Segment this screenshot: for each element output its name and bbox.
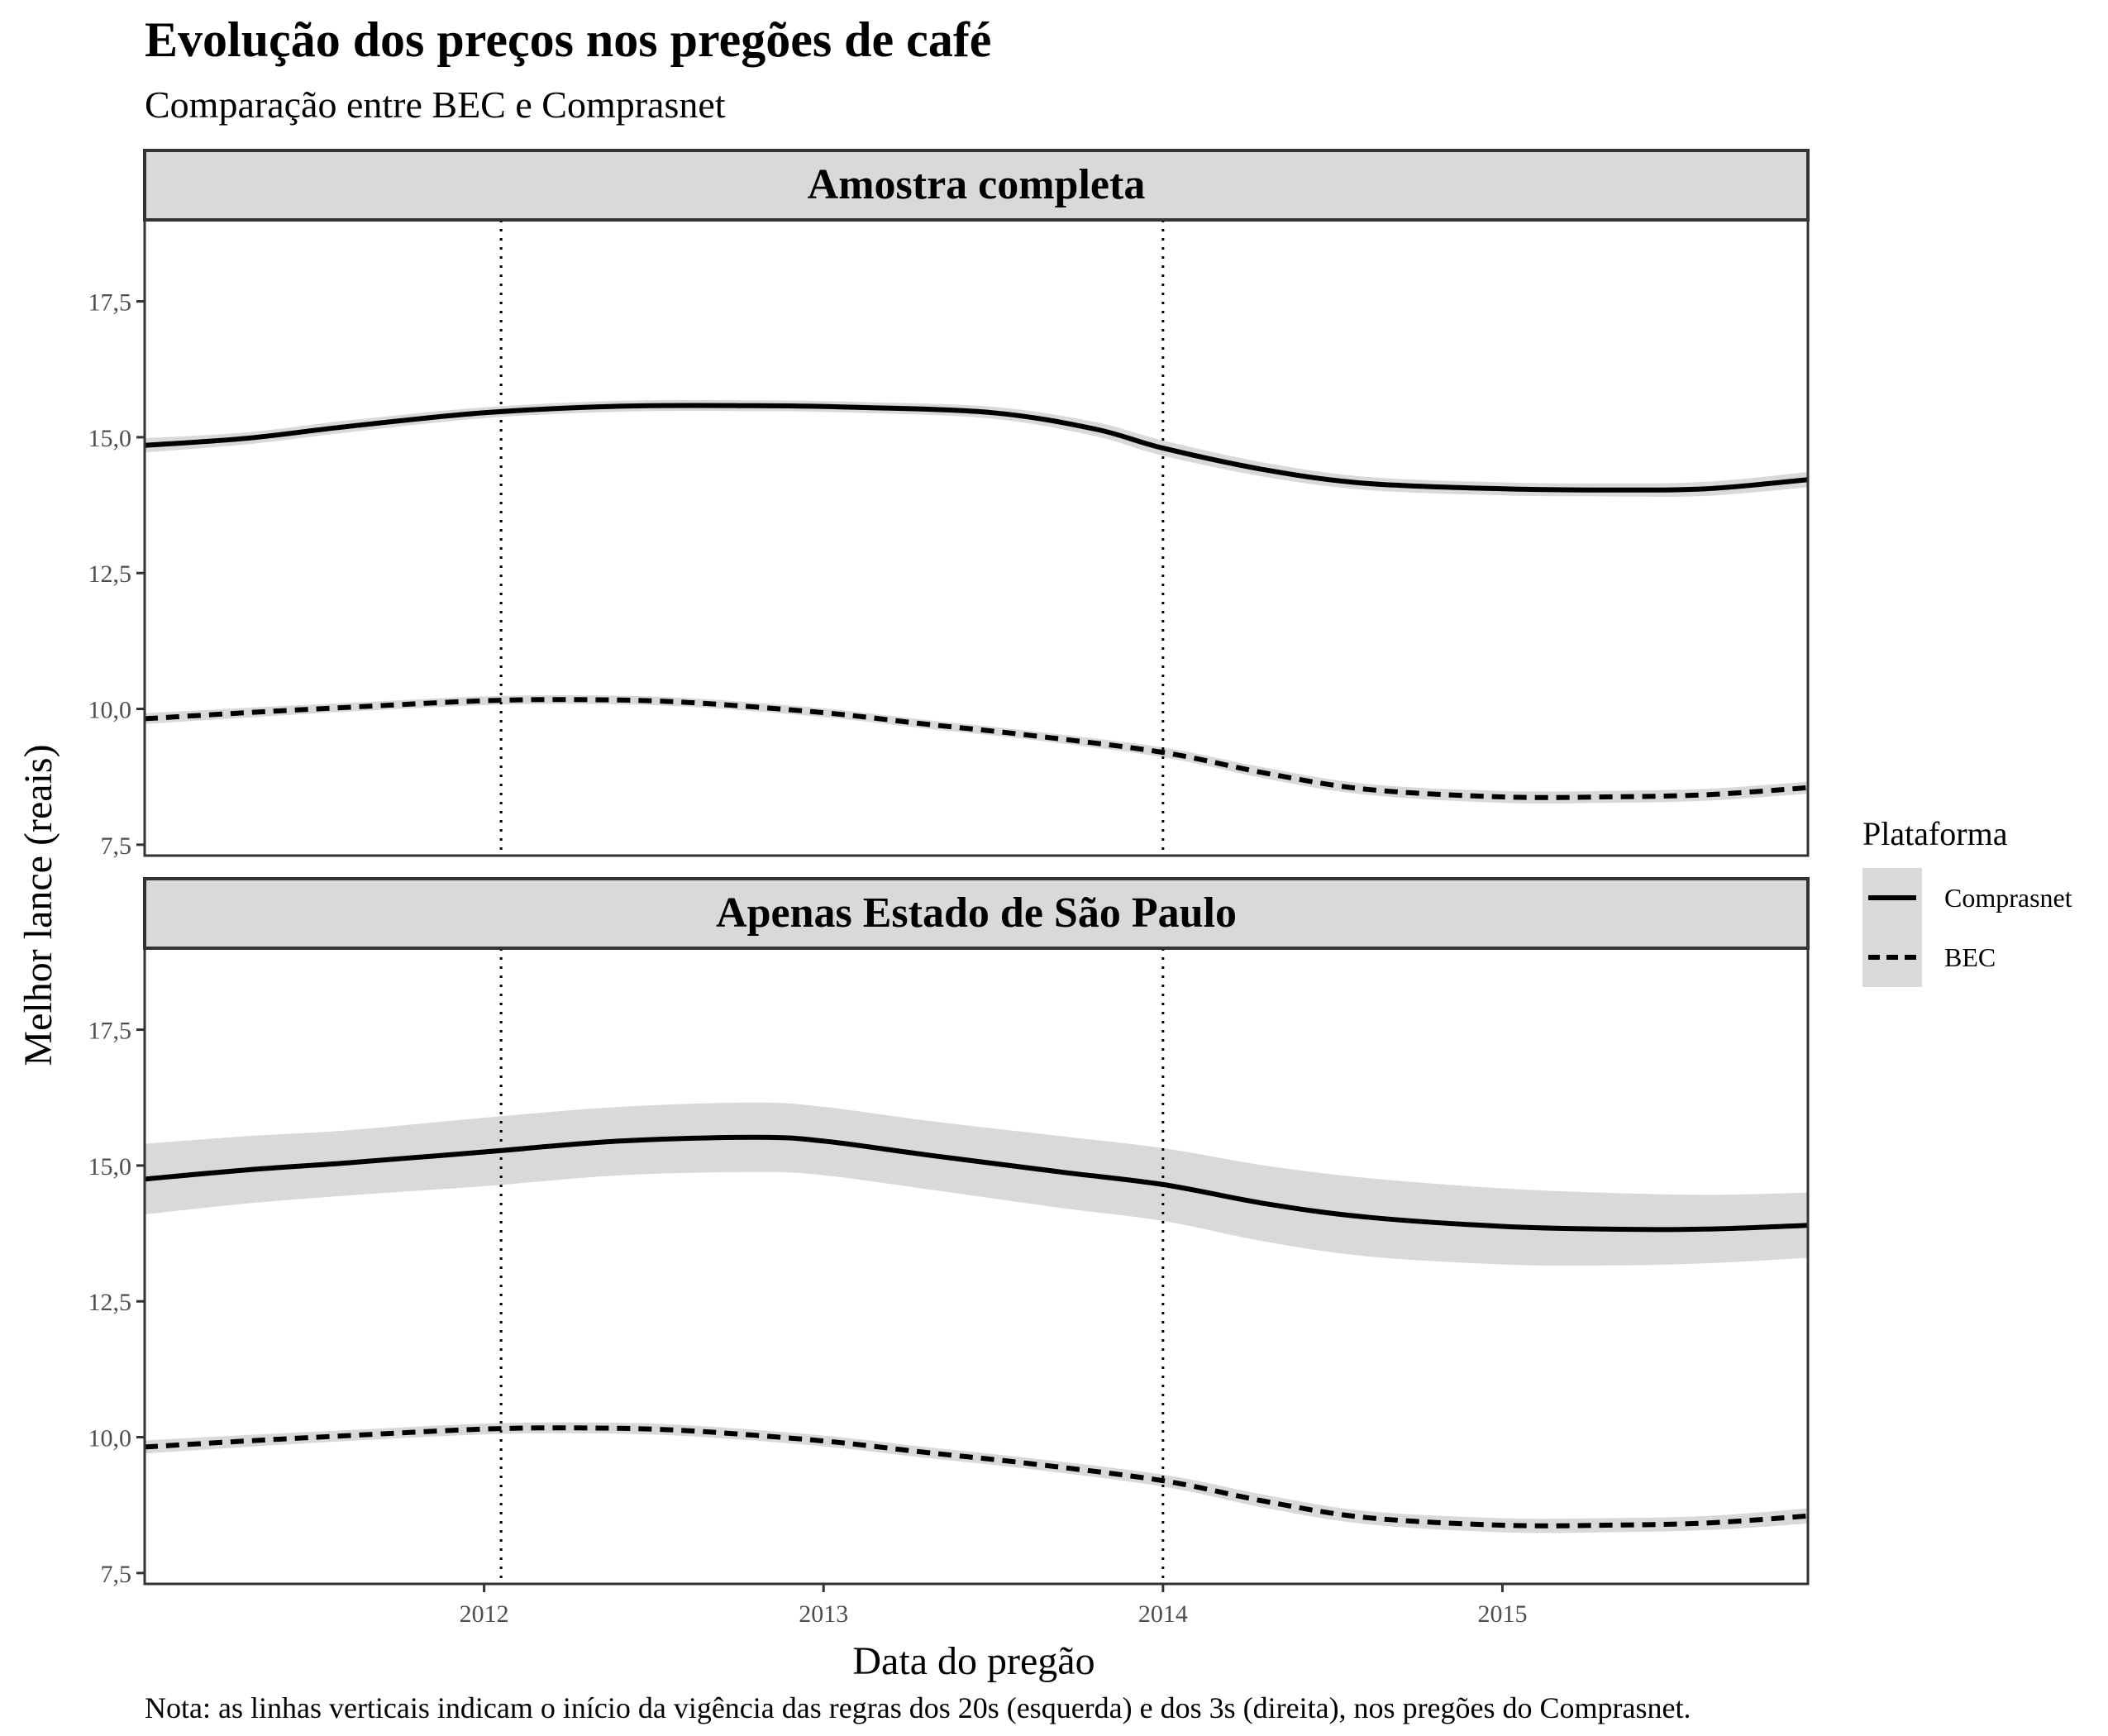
y-axis-label: Melhor lance (reais) xyxy=(17,744,60,1066)
series-line-comprasnet xyxy=(145,403,1808,493)
panel-2: Apenas Estado de São Paulo 7,5 10,0 12,5 15,… xyxy=(88,877,1810,1588)
x-axis-label: Data do pregão xyxy=(852,1639,1095,1683)
y-tick-label: 12,5 xyxy=(88,560,132,588)
facet-strip xyxy=(143,877,1810,950)
x-tick-label: 2012 xyxy=(460,1600,509,1628)
facet-strip-label: Apenas Estado de São Paulo xyxy=(716,889,1237,937)
y-tick-label: 7,5 xyxy=(101,832,132,860)
y-tick-label: 17,5 xyxy=(88,1018,132,1045)
y-tick-label: 15,0 xyxy=(88,1153,132,1180)
confidence-ribbon-comprasnet xyxy=(145,1102,1808,1266)
x-tick-label: 2014 xyxy=(1138,1600,1188,1628)
legend: Plataforma Comprasnet BEC xyxy=(1862,815,2072,987)
confidence-ribbon-comprasnet xyxy=(145,399,1808,497)
plot-area xyxy=(145,948,1808,1584)
y-tick-label: 15,0 xyxy=(88,425,132,452)
legend-title: Plataforma xyxy=(1862,815,2008,852)
y-tick-label: 17,5 xyxy=(88,289,132,317)
confidence-ribbon-bec xyxy=(145,1422,1808,1533)
series-line-comprasnet xyxy=(145,1134,1808,1233)
y-tick-label: 7,5 xyxy=(101,1561,132,1588)
y-tick-label: 10,0 xyxy=(88,1425,132,1452)
y-tick-label: 10,0 xyxy=(88,697,132,724)
series-line-bec xyxy=(145,1425,1808,1529)
chart-title: Evolução dos preços nos pregões de café xyxy=(145,12,991,67)
x-tick-label: 2015 xyxy=(1477,1600,1527,1628)
plot-area xyxy=(145,220,1808,856)
panel-border xyxy=(143,218,1810,857)
footnote: Nota: as linhas verticais indicam o iníc… xyxy=(145,1691,1691,1724)
series-line-bec xyxy=(145,697,1808,800)
x-tick-label: 2013 xyxy=(799,1600,848,1628)
facet-strip xyxy=(143,149,1810,222)
y-tick-label: 12,5 xyxy=(88,1289,132,1316)
panel-border xyxy=(143,947,1810,1586)
confidence-ribbon-bec xyxy=(145,694,1808,804)
facet-strip-label: Amostra completa xyxy=(808,161,1146,208)
x-axis: 2012 2013 2014 2015 xyxy=(460,1584,1527,1628)
legend-label-bec: BEC xyxy=(1944,942,1996,972)
legend-label-comprasnet: Comprasnet xyxy=(1944,883,2072,913)
panel-1: Amostra completa 7,5 10,0 12,5 15,0 17,5 xyxy=(88,149,1810,860)
chart-subtitle: Comparação entre BEC e Comprasnet xyxy=(145,83,726,126)
facet-panels: Amostra completa7,510,012,515,017,5Apena… xyxy=(88,149,1810,1588)
